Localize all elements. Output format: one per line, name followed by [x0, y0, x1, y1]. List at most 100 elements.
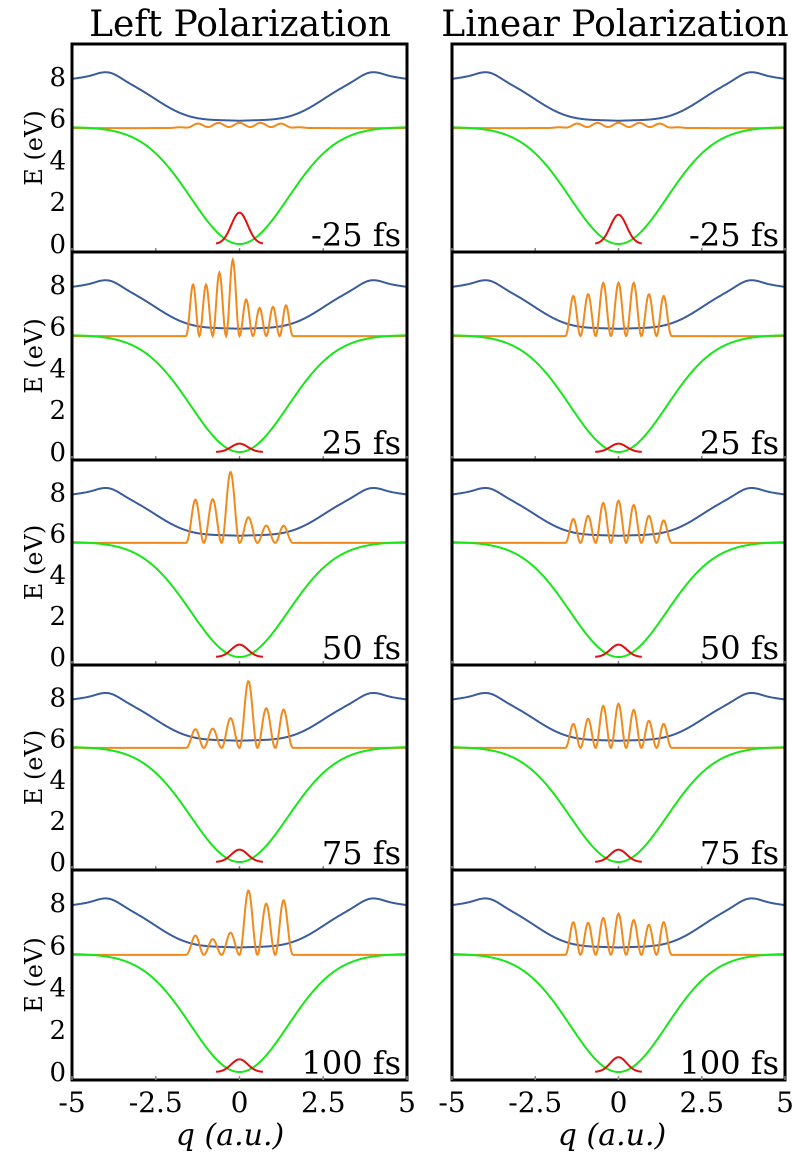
- y-tick-label: 6: [49, 105, 66, 135]
- y-tick-label: 6: [49, 520, 66, 550]
- panel-right-4: 100 fs: [450, 868, 787, 1082]
- curve-ground-state: [452, 953, 785, 1074]
- panel-right-1: 25 fs: [450, 250, 787, 462]
- panel-left-4: 0 2 4 6 8E (eV) 100 fs: [20, 868, 409, 1088]
- x-tick-label: -2.5: [508, 1086, 562, 1119]
- y-tick-label: 0: [49, 230, 66, 260]
- x-tick-label: 0: [610, 1086, 628, 1119]
- curve-ground-wavepacket: [215, 1058, 264, 1073]
- x-tick-label: -5: [58, 1086, 85, 1119]
- x-axis: -5 -2.5 0 2.5 5 -5 -2.5 0 2.5 5: [58, 1086, 794, 1119]
- curve-ground-wavepacket: [215, 442, 264, 453]
- curve-ground-wavepacket: [216, 643, 263, 658]
- y-tick-label: 4: [49, 974, 66, 1004]
- time-label: -25 fs: [689, 216, 779, 254]
- curve-excited-lower: [452, 280, 785, 338]
- time-label: 50 fs: [322, 629, 401, 667]
- x-axis-label-left: q (a.u.): [176, 1118, 284, 1153]
- y-tick-label: 8: [49, 63, 66, 93]
- curve-ground-wavepacket: [595, 1056, 642, 1073]
- curve-ground-state: [72, 541, 407, 659]
- curve-excited-lower: [72, 470, 407, 545]
- time-label: 50 fs: [700, 629, 779, 667]
- curve-excited-upper: [72, 897, 407, 949]
- curve-ground-state: [72, 126, 407, 246]
- curve-excited-upper: [72, 691, 407, 742]
- x-tick-label: 5: [776, 1086, 794, 1119]
- panel-left-2: 0 2 4 6 8E (eV) 50 fs: [20, 458, 409, 673]
- curve-ground-state: [72, 953, 407, 1074]
- y-axis-label: E (eV): [20, 525, 48, 600]
- y-tick-label: 2: [49, 1016, 66, 1046]
- curve-ground-state: [72, 746, 407, 864]
- y-axis-label: E (eV): [20, 937, 48, 1012]
- curve-excited-upper: [452, 897, 785, 949]
- curve-excited-lower: [72, 889, 407, 957]
- curve-excited-upper: [72, 71, 407, 122]
- panel-right-0: -25 fs: [450, 42, 787, 254]
- y-tick-label: 8: [49, 479, 66, 509]
- y-tick-label: 0: [49, 643, 66, 673]
- y-axis-label: E (eV): [20, 730, 48, 805]
- y-tick-label: 8: [49, 889, 66, 919]
- panel-right-2: 50 fs: [450, 458, 787, 667]
- y-tick-label: 0: [49, 848, 66, 878]
- y-tick-label: 4: [49, 146, 66, 176]
- curve-excited-upper: [452, 486, 785, 537]
- y-tick-label: 0: [49, 1058, 66, 1088]
- curve-excited-lower: [72, 121, 407, 130]
- y-tick-label: 2: [49, 602, 66, 632]
- curve-ground-wavepacket: [595, 643, 642, 658]
- y-tick-label: 6: [49, 931, 66, 961]
- time-label: 100 fs: [301, 1044, 401, 1082]
- y-tick-label: 6: [49, 313, 66, 343]
- time-label: 25 fs: [322, 424, 401, 462]
- curve-ground-state: [452, 126, 785, 246]
- curve-excited-lower: [452, 121, 785, 130]
- y-tick-label: 8: [49, 684, 66, 714]
- curve-excited-lower: [72, 256, 407, 339]
- curve-excited-upper: [452, 691, 785, 742]
- curve-ground-wavepacket: [216, 848, 263, 863]
- curve-excited-upper: [452, 279, 785, 330]
- y-tick-label: 6: [49, 725, 66, 755]
- panel-left-0: 0 2 4 6 8E (eV) -25 fs: [20, 42, 409, 260]
- curve-ground-state: [72, 334, 407, 454]
- x-tick-label: -5: [438, 1086, 465, 1119]
- x-tick-label: 2.5: [679, 1086, 724, 1119]
- time-label: 25 fs: [700, 424, 779, 462]
- panel-left-1: 0 2 4 6 8E (eV) 25 fs: [20, 250, 409, 468]
- curve-ground-state: [452, 334, 785, 454]
- y-axis-label: E (eV): [20, 110, 48, 185]
- curve-excited-upper: [72, 279, 407, 330]
- column-title-right: Linear Polarization: [441, 4, 788, 45]
- panel-right-3: 75 fs: [450, 663, 787, 872]
- x-axis-label-right: q (a.u.): [558, 1118, 666, 1153]
- time-label: 100 fs: [679, 1044, 779, 1082]
- x-tick-label: 2.5: [301, 1086, 346, 1119]
- time-label: 75 fs: [322, 834, 401, 872]
- y-tick-label: 2: [49, 188, 66, 218]
- y-tick-label: 4: [49, 354, 66, 384]
- y-tick-label: 4: [49, 766, 66, 796]
- y-tick-label: 0: [49, 438, 66, 468]
- y-tick-label: 2: [49, 396, 66, 426]
- y-tick-label: 4: [49, 561, 66, 591]
- column-title-left: Left Polarization: [89, 4, 391, 45]
- y-axis-label: E (eV): [20, 318, 48, 393]
- curve-excited-lower: [452, 912, 785, 957]
- x-tick-label: -2.5: [129, 1086, 183, 1119]
- time-label: 75 fs: [700, 834, 779, 872]
- curve-ground-wavepacket: [594, 213, 643, 245]
- curve-ground-wavepacket: [595, 442, 642, 453]
- panel-left-3: 0 2 4 6 8E (eV) 75 fs: [20, 663, 409, 878]
- y-tick-label: 8: [49, 271, 66, 301]
- curve-ground-state: [452, 541, 785, 659]
- curve-ground-wavepacket: [215, 211, 264, 245]
- curve-excited-upper: [72, 486, 407, 537]
- curve-ground-state: [452, 746, 785, 864]
- curve-excited-lower: [452, 499, 785, 545]
- x-tick-label: 0: [231, 1086, 249, 1119]
